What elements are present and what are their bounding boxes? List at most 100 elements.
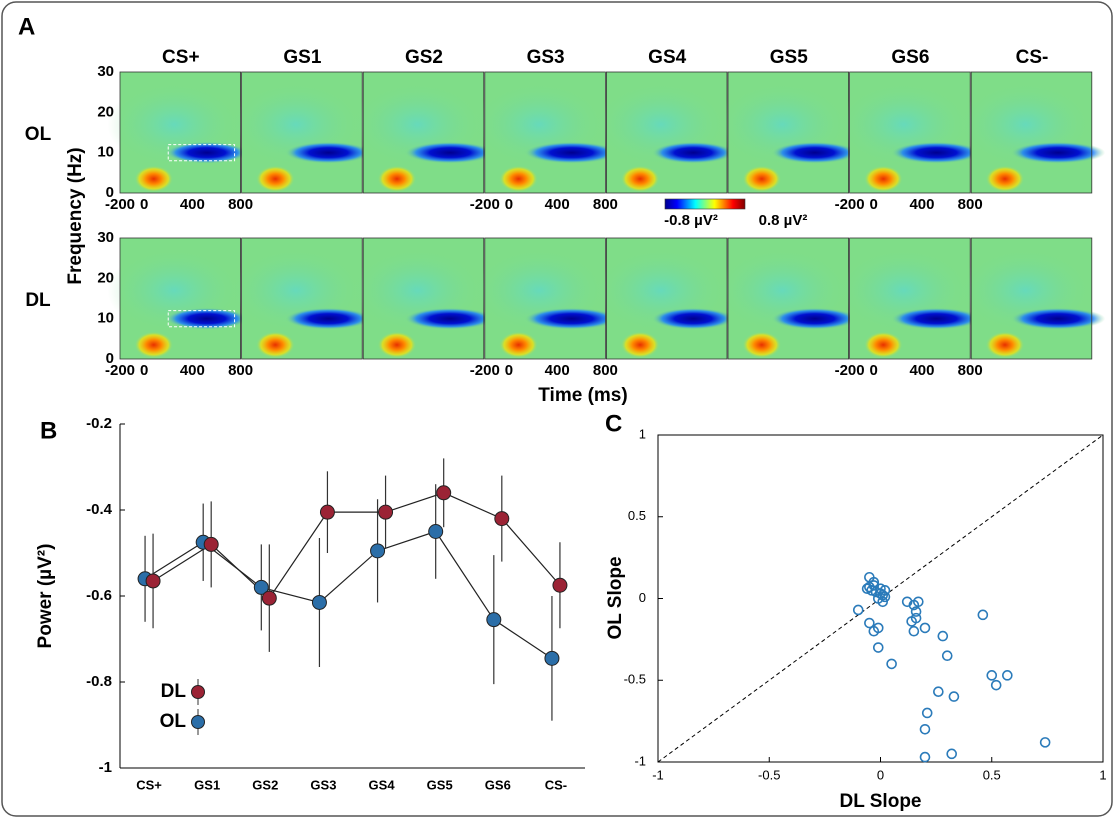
x-tick-label: 0 (877, 767, 884, 782)
data-point (544, 650, 560, 666)
scatter-point (861, 583, 873, 594)
scatter-point (864, 617, 875, 629)
alpha-suppression (524, 141, 619, 164)
alpha-suppression (165, 141, 249, 164)
y-tick-label: 0 (106, 350, 114, 367)
legend-marker (191, 685, 205, 699)
data-point (428, 524, 444, 539)
scatter-point (852, 604, 864, 616)
theta-increase (255, 165, 295, 193)
data-point (145, 573, 161, 589)
scatter-point (872, 642, 884, 653)
x-tick-label: 0.5 (983, 767, 1001, 782)
scatter-point (1002, 670, 1013, 681)
y-axis-label: Power (µV²) (35, 544, 56, 649)
heatmap-panel (472, 71, 619, 194)
alpha-suppression (165, 307, 249, 330)
theta-increase (134, 331, 174, 359)
heatmap-panel (350, 237, 496, 360)
x-tick-label: GS3 (310, 777, 336, 792)
theta-increase (742, 331, 782, 359)
y-tick-label: 1 (639, 426, 646, 441)
scatter-point (910, 612, 922, 624)
alpha-suppression (651, 307, 735, 330)
heatmap-frame (970, 237, 1093, 360)
x-tick-label: 800 (593, 196, 618, 213)
theta-increase (255, 331, 295, 359)
x-tick-label: 0 (505, 362, 513, 379)
theta-increase (620, 165, 660, 193)
theta-increase (985, 165, 1025, 193)
column-title: GS4 (648, 47, 686, 68)
x-tick-label: 0 (140, 362, 148, 379)
theta-increase (377, 331, 417, 359)
alpha-suppression (285, 141, 372, 164)
y-axis-label: OL Slope (605, 556, 626, 639)
alpha-suppression (524, 307, 619, 330)
data-point (261, 590, 277, 606)
column-title: CS- (1016, 47, 1049, 68)
scatter-point (886, 658, 897, 670)
data-point (319, 504, 335, 520)
scatter-point (910, 606, 922, 617)
y-tick-label: 0 (639, 590, 646, 605)
series-line (144, 530, 553, 659)
alpha-suppression (1010, 141, 1106, 164)
theta-increase (499, 331, 539, 359)
data-point (378, 504, 394, 520)
roi-box (167, 144, 236, 162)
x-tick-label: 0 (505, 196, 513, 213)
colorbar-label: -0.8 µV² (664, 212, 718, 229)
data-point (203, 536, 219, 552)
x-tick-label: 0 (140, 196, 148, 213)
y-tick-label: -1 (99, 759, 112, 776)
scatter-point (941, 650, 953, 662)
heatmap-panel (350, 71, 496, 194)
x-tick-label: 400 (909, 196, 934, 213)
scatter-point (1039, 737, 1051, 748)
roi-box (167, 310, 236, 328)
data-point (253, 579, 269, 595)
theta-increase (863, 331, 903, 359)
legend-label: OL (160, 711, 187, 732)
y-tick-label: 10 (97, 310, 114, 327)
data-point (494, 511, 510, 527)
y-tick-label: -0.8 (86, 673, 112, 690)
heatmap-panel (228, 71, 372, 194)
y-tick-label: 10 (97, 144, 114, 161)
y-tick-label: 30 (97, 63, 114, 80)
x-tick-label: 800 (228, 362, 253, 379)
scatter-point (986, 670, 998, 681)
panel-label: B (40, 417, 57, 444)
data-point (486, 612, 502, 628)
alpha-suppression (1010, 307, 1106, 330)
scatter-point (948, 691, 960, 702)
scatter-point (919, 723, 931, 735)
column-title: GS2 (405, 47, 443, 68)
heatmap-panel (958, 237, 1106, 360)
heatmap-panel (715, 237, 859, 360)
y-tick-label: 0 (106, 184, 114, 201)
scatter-point (946, 748, 958, 760)
scatter-point (921, 707, 933, 719)
row-label: DL (25, 290, 51, 311)
legend-marker (191, 715, 205, 729)
heatmap-panel (472, 237, 619, 360)
heatmap-frame (970, 71, 1093, 194)
data-point (436, 485, 452, 501)
alpha-suppression (651, 141, 735, 164)
x-axis-label: DL Slope (840, 791, 922, 812)
y-tick-label: -1 (634, 753, 646, 768)
x-tick-label: GS1 (194, 777, 220, 792)
x-tick-label: -200 (835, 196, 865, 213)
column-title: GS3 (527, 47, 565, 68)
column-title: GS1 (283, 47, 321, 68)
x-tick-label: -0.5 (758, 767, 780, 782)
x-tick-label: GS6 (485, 777, 511, 792)
scatter-point (977, 609, 989, 621)
theta-increase (377, 165, 417, 193)
x-tick-label: -200 (470, 362, 500, 379)
x-tick-label: 400 (545, 362, 570, 379)
